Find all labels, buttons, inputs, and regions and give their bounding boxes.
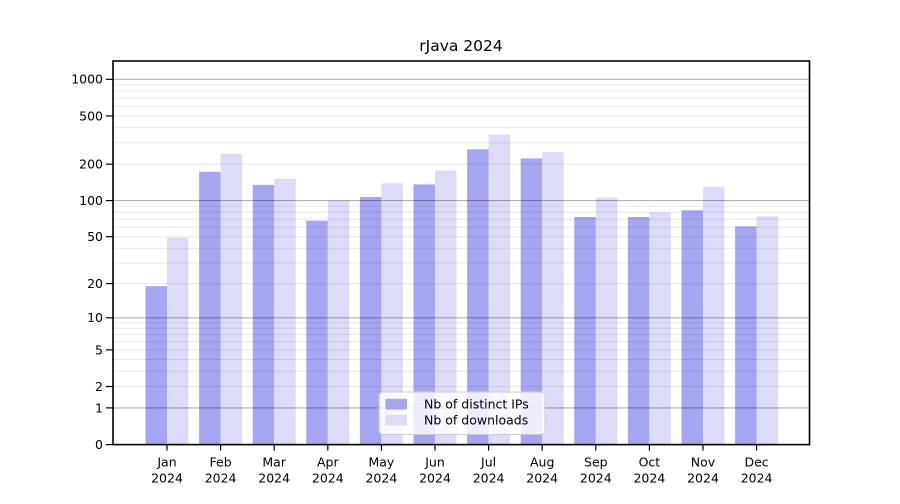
x-tick-label-jun: Jun (424, 455, 445, 470)
y-tick-label-0: 0 (95, 437, 103, 452)
bar-sep-distinct-ips (574, 217, 596, 445)
bar-dec-distinct-ips (735, 226, 757, 445)
x-tick-year-feb: 2024 (205, 471, 237, 486)
x-tick-year-nov: 2024 (687, 471, 719, 486)
bar-may-downloads (381, 183, 403, 445)
bar-apr-distinct-ips (306, 220, 328, 445)
bar-aug-distinct-ips (520, 158, 543, 445)
legend-swatch-downloads (385, 414, 407, 426)
x-tick-label-apr: Apr (317, 455, 339, 470)
chart-title: rJava 2024 (419, 37, 503, 55)
bar-nov-distinct-ips (681, 210, 703, 445)
bars-layer (145, 134, 779, 445)
x-tick-label-mar: Mar (262, 455, 286, 470)
bar-apr-downloads (327, 200, 350, 445)
bar-feb-distinct-ips (199, 171, 221, 445)
x-tick-year-jan: 2024 (151, 471, 183, 486)
x-tick-year-apr: 2024 (312, 471, 344, 486)
plot-frame (112, 60, 811, 446)
x-tick-label-feb: Feb (210, 455, 232, 470)
x-tick-label-jul: Jul (480, 455, 496, 470)
bar-dec-downloads (756, 216, 779, 445)
y-tick-label-100: 100 (79, 193, 103, 208)
bar-may-distinct-ips (359, 197, 382, 445)
y-tick-label-20: 20 (87, 276, 103, 291)
bar-jul-downloads (488, 134, 511, 445)
bar-sep-downloads (595, 197, 618, 445)
legend: Nb of distinct IPs Nb of downloads (378, 391, 546, 435)
y-tick-label-10: 10 (87, 310, 103, 325)
bar-feb-downloads (220, 153, 243, 445)
legend-box (378, 391, 546, 435)
bar-oct-distinct-ips (627, 217, 650, 445)
bar-jan-distinct-ips (145, 286, 167, 445)
x-tick-year-jul: 2024 (473, 471, 505, 486)
y-tick-label-1000: 1000 (71, 72, 103, 87)
x-tick-label-sep: Sep (584, 455, 608, 470)
bar-jan-downloads (167, 237, 189, 445)
x-tick-label-oct: Oct (639, 455, 661, 470)
x-tick-year-oct: 2024 (633, 471, 665, 486)
bar-oct-downloads (649, 212, 671, 445)
y-tick-label-1: 1 (95, 400, 103, 415)
bar-mar-distinct-ips (252, 184, 275, 445)
x-tick-year-dec: 2024 (741, 471, 773, 486)
y-tick-label-50: 50 (87, 229, 103, 244)
y-tick-label-5: 5 (95, 342, 103, 357)
bar-nov-downloads (703, 186, 725, 445)
legend-label-distinct-ips: Nb of distinct IPs (424, 397, 529, 412)
x-tick-label-aug: Aug (530, 455, 554, 470)
y-tick-label-200: 200 (79, 157, 103, 172)
x-tick-label-dec: Dec (744, 455, 768, 470)
axes-layer: 01251020501002005001000Jan2024Feb2024Mar… (71, 60, 811, 486)
x-tick-label-may: May (368, 455, 394, 470)
x-tick-label-nov: Nov (691, 455, 716, 470)
bar-jun-downloads (435, 170, 457, 445)
x-tick-year-may: 2024 (365, 471, 397, 486)
bar-aug-downloads (542, 152, 564, 445)
grid-layer (113, 78, 810, 409)
bar-jun-distinct-ips (413, 184, 435, 445)
y-tick-label-500: 500 (79, 108, 103, 123)
x-tick-year-jun: 2024 (419, 471, 451, 486)
x-tick-label-jan: Jan (156, 455, 176, 470)
bar-mar-downloads (274, 178, 296, 445)
legend-label-downloads: Nb of downloads (424, 413, 528, 428)
bar-jul-distinct-ips (467, 149, 489, 445)
x-tick-year-sep: 2024 (580, 471, 612, 486)
x-tick-year-aug: 2024 (526, 471, 558, 486)
legend-swatch-distinct-ips (385, 398, 407, 410)
x-tick-year-mar: 2024 (258, 471, 290, 486)
y-tick-label-2: 2 (95, 379, 103, 394)
